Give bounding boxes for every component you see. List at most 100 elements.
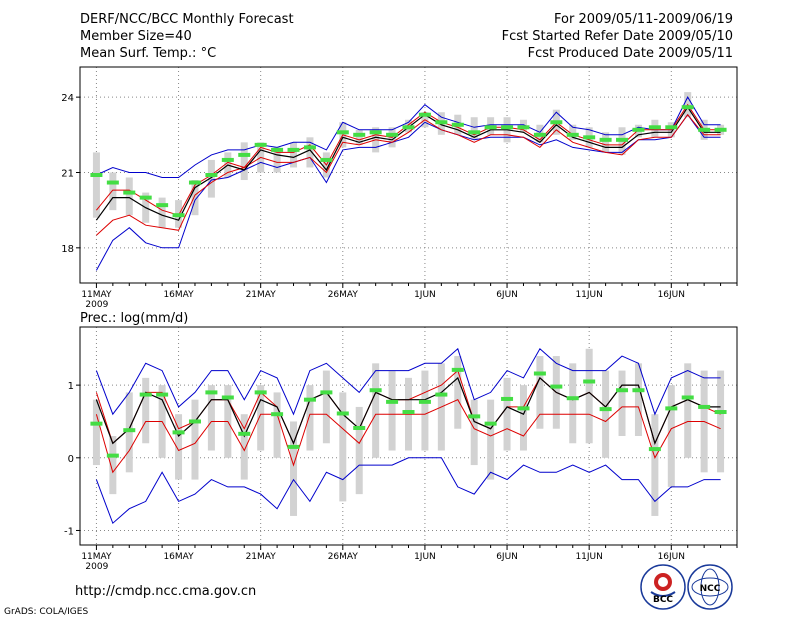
spread-bar [257,385,265,451]
spread-bar [207,385,215,451]
observed-marker [254,142,267,147]
spread-bar [158,197,166,228]
observed-marker [336,130,349,135]
spread-bar [618,370,626,436]
spread-bar [306,385,314,451]
spread-bar [602,132,610,153]
precipitation-panel: -1 0 1 11MAY 16MAY 21MAY 26MAY 1JUN 6JUN 11JUN 16J… [64,326,738,572]
y-tick-label: -1 [64,526,74,537]
observed-marker [172,213,185,218]
observed-marker [221,157,234,162]
observed-marker [698,127,711,132]
observed-marker [648,447,661,452]
spread-bar [585,348,593,444]
spread-bar [454,356,462,429]
observed-marker [205,390,218,395]
spread-bar [191,399,199,480]
temperature-panel: 18 21 24 11MAY 16MAY 21MAY 26MAY 1JUN 6JUN 11JUN 1… [61,66,738,310]
observed-marker [698,404,711,409]
x-tick-label: 21MAY [246,290,277,300]
observed-marker [435,120,448,125]
observed-marker [287,444,300,449]
observed-marker [271,412,284,417]
observed-marker [583,379,596,384]
x-tick-label: 11JUN [575,290,602,300]
observed-marker [303,145,316,150]
quartile-line-low [95,399,721,474]
spread-bar [503,377,511,451]
y-tick-label: 21 [61,168,74,179]
observed-marker [616,137,629,142]
spread-bar [191,180,199,216]
spread-bar [421,370,429,451]
forecast-range-label: For 2009/05/11-2009/06/19 [554,12,733,27]
chart-title: DERF/NCC/BCC Monthly Forecast [80,12,294,27]
observed-marker [139,392,152,397]
spread-bar [290,142,298,168]
spread-bar [536,356,544,429]
x-tick-label: 16MAY [163,290,194,300]
observed-marker [156,203,169,208]
observed-marker [106,453,119,458]
spread-bar [339,392,347,502]
observed-marker [303,397,316,402]
observed-marker [254,390,267,395]
member-size-label: Member Size=40 [80,29,192,44]
member-extreme-line-high [96,96,721,178]
spread-bar [207,159,215,198]
observed-marker [418,399,431,404]
bcc-logo-text: BCC [653,595,673,605]
x-tick-label: 16MAY [163,552,194,562]
observed-marker [451,122,464,127]
observed-marker [386,132,399,137]
observed-marker [648,125,661,130]
observed-marker [238,431,251,436]
spread-bar [125,392,133,473]
observed-marker [599,137,612,142]
observed-marker [681,105,694,110]
ncc-logo: NCC [687,564,733,610]
temperature-variable-label: Mean Surf. Temp.: °C [80,46,216,61]
member-extreme-line-low [95,457,721,525]
observed-marker [221,395,234,400]
spread-bar [667,385,675,487]
grads-credit: GrADS: COLA/IGES [4,607,88,617]
observed-marker [517,406,530,411]
spread-bar [569,124,577,140]
observed-marker [205,173,218,177]
x-year-label: 2009 [85,562,108,572]
observed-marker [172,430,185,435]
observed-marker [123,428,136,433]
spread-bar [355,129,363,145]
spread-bar [306,137,314,168]
ensemble-mean-line [95,376,721,446]
x-year-label: 2009 [85,300,108,310]
y-tick-label: 24 [61,93,74,104]
quartile-line-low [96,113,721,236]
x-tick-label: 1JUN [414,290,436,300]
observed-marker [90,421,103,426]
spread-bar [240,414,248,480]
spread-bar [92,399,100,466]
observed-marker [566,132,579,137]
observed-marker [468,130,481,135]
spread-bar [487,399,495,480]
spread-bar [125,177,133,216]
observed-marker [550,120,563,125]
spread-bar [92,152,100,218]
spread-bar [470,399,478,466]
x-tick-label: 6JUN [496,552,518,562]
observed-marker [583,135,596,140]
x-tick-label: 1JUN [414,552,436,562]
y-tick-label: 1 [68,381,74,392]
observed-marker [665,406,678,411]
spread-bar [684,363,692,458]
spread-bar [372,363,380,458]
observed-marker [566,396,579,401]
observed-marker [632,127,645,132]
observed-marker [238,152,251,157]
observed-marker [418,112,431,117]
observed-marker [369,388,382,393]
spread-bar [322,370,330,444]
observed-marker [320,390,333,395]
